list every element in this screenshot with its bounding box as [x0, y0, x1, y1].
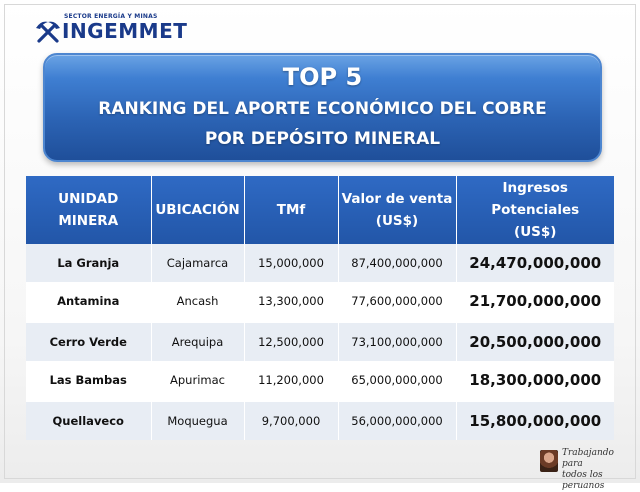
banner-title: TOP 5 — [282, 63, 363, 91]
cell-unidad: Antamina — [26, 282, 152, 322]
cell-tmf: 9,700,000 — [244, 399, 339, 440]
cell-unidad: Cerro Verde — [26, 320, 152, 361]
banner-subtitle-line1: RANKING DEL APORTE ECONÓMICO DEL COBRE — [98, 99, 547, 119]
cell-valor: 87,400,000,000 — [338, 244, 457, 282]
slogan-text: Trabajando para todos los peruanos — [562, 448, 614, 491]
cell-tmf: 11,200,000 — [244, 361, 339, 401]
cell-unidad: La Granja — [26, 244, 152, 282]
cell-ubicacion: Moquegua — [151, 399, 245, 440]
cell-ingresos: 15,800,000,000 — [456, 399, 614, 440]
table-row: La Granja Cajamarca 15,000,000 87,400,00… — [26, 244, 614, 282]
header-unidad-minera: UNIDAD MINERA — [26, 176, 152, 244]
table-row: Quellaveco Moquegua 9,700,000 56,000,000… — [26, 399, 614, 440]
cell-ubicacion: Ancash — [151, 282, 245, 322]
cell-tmf: 15,000,000 — [244, 244, 339, 282]
slide-frame — [4, 4, 636, 479]
cell-ingresos: 21,700,000,000 — [456, 282, 614, 322]
mining-picks-icon — [36, 21, 60, 43]
header-tmf: TMf — [244, 176, 339, 244]
logo-sector-text: SECTOR ENERGÍA Y MINAS — [64, 13, 158, 20]
cell-tmf: 12,500,000 — [244, 320, 339, 361]
cell-tmf: 13,300,000 — [244, 282, 339, 322]
ingemmet-logo: SECTOR ENERGÍA Y MINAS INGEMMET — [34, 13, 188, 53]
header-ingresos-potenciales: Ingresos Potenciales (US$) — [456, 176, 614, 244]
footer-slogan: Trabajando para todos los peruanos — [540, 448, 636, 491]
table-row: Antamina Ancash 13,300,000 77,600,000,00… — [26, 282, 614, 322]
title-banner: TOP 5 RANKING DEL APORTE ECONÓMICO DEL C… — [43, 53, 602, 162]
cell-ubicacion: Cajamarca — [151, 244, 245, 282]
cell-valor: 77,600,000,000 — [338, 282, 457, 322]
logo-name: INGEMMET — [62, 19, 188, 43]
avatar — [540, 450, 558, 472]
cell-unidad: Quellaveco — [26, 399, 152, 440]
cell-valor: 65,000,000,000 — [338, 361, 457, 401]
cell-ingresos: 24,470,000,000 — [456, 244, 614, 282]
table-row: Las Bambas Apurimac 11,200,000 65,000,00… — [26, 361, 614, 401]
cell-unidad: Las Bambas — [26, 361, 152, 401]
cell-ubicacion: Apurimac — [151, 361, 245, 401]
ranking-table: UNIDAD MINERA UBICACIÓN TMf Valor de ven… — [26, 176, 614, 440]
table-header-row: UNIDAD MINERA UBICACIÓN TMf Valor de ven… — [26, 176, 614, 244]
cell-ingresos: 18,300,000,000 — [456, 361, 614, 401]
header-valor-venta: Valor de venta (US$) — [338, 176, 457, 244]
header-ubicacion: UBICACIÓN — [151, 176, 245, 244]
cell-ubicacion: Arequipa — [151, 320, 245, 361]
cell-ingresos: 20,500,000,000 — [456, 320, 614, 361]
cell-valor: 56,000,000,000 — [338, 399, 457, 440]
banner-subtitle-line2: POR DEPÓSITO MINERAL — [204, 129, 441, 149]
cell-valor: 73,100,000,000 — [338, 320, 457, 361]
table-row: Cerro Verde Arequipa 12,500,000 73,100,0… — [26, 320, 614, 361]
